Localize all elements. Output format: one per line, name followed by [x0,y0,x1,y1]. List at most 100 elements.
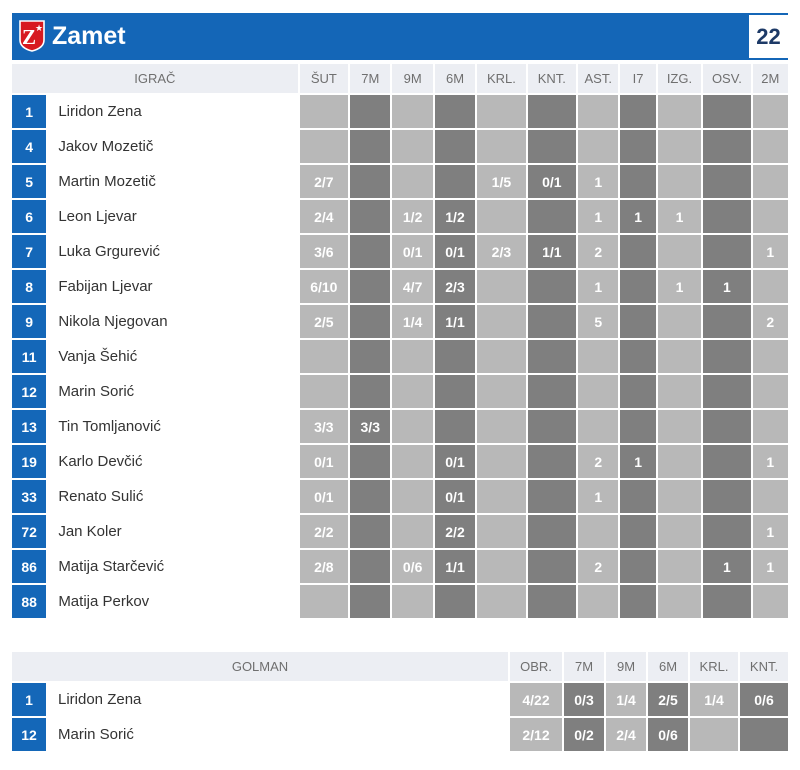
player-stat-cell: 1/5 [477,165,526,198]
player-row[interactable]: 72 Jan Koler 2/2 2/2 1 [12,515,788,548]
player-number: 4 [12,130,47,163]
player-stat-cell [527,515,577,548]
player-row[interactable]: 13 Tin Tomljanović 3/3 3/3 [12,410,788,443]
player-stat-cell [350,515,391,548]
player-stat-cell [578,410,619,443]
player-row[interactable]: 11 Vanja Šehić [12,340,788,373]
players-table: IGRAČ ŠUT 7M 9M 6M KRL. KNT. AST. I7 IZG. OSV. 2M 1… [10,62,790,620]
player-stat-cell: 1 [578,480,619,513]
player-col-header: 9M [392,64,433,93]
player-row[interactable]: 9 Nikola Njegovan 2/5 1/4 1/1 5 2 [12,305,788,338]
player-stat-cell [703,200,751,233]
player-stat-cell [657,480,702,513]
player-stat-cell [657,375,702,408]
player-name[interactable]: Renato Sulić [48,480,298,513]
player-row[interactable]: 5 Martin Mozetič 2/7 1/5 0/1 1 [12,165,788,198]
player-name[interactable]: Matija Starčević [48,550,298,583]
player-name[interactable]: Liridon Zena [48,95,298,128]
player-stat-cell: 1 [752,445,788,478]
player-name[interactable]: Fabijan Ljevar [48,270,298,303]
player-stat-cell: 0/1 [299,445,349,478]
player-stat-cell: 1 [657,200,702,233]
player-stat-cell [657,130,702,163]
player-number: 6 [12,200,47,233]
player-stat-cell: 6/10 [299,270,349,303]
player-stat-cell: 2 [578,235,619,268]
player-name[interactable]: Jakov Mozetič [48,130,298,163]
goalkeeper-row[interactable]: 1 Liridon Zena 4/22 0/3 1/4 2/5 1/4 0/6 [12,683,788,716]
player-stat-cell [477,515,526,548]
player-name[interactable]: Marin Sorić [48,375,298,408]
player-stat-cell: 0/6 [392,550,433,583]
player-stat-cell: 1 [703,550,751,583]
player-name[interactable]: Nikola Njegovan [48,305,298,338]
player-stat-cell: 0/1 [434,235,476,268]
team-score: 22 [746,15,788,58]
goalkeeper-stat-cell: 2/4 [606,718,646,751]
player-stat-cell: 2/3 [477,235,526,268]
player-stat-cell [350,130,391,163]
goalkeeper-name[interactable]: Marin Sorić [48,718,508,751]
player-stat-cell [657,585,702,618]
player-name[interactable]: Luka Grgurević [48,235,298,268]
player-stat-cell [477,270,526,303]
player-stat-cell: 2/8 [299,550,349,583]
player-stat-cell [620,480,656,513]
player-stat-cell: 1 [620,200,656,233]
player-number: 88 [12,585,47,618]
player-name[interactable]: Tin Tomljanović [48,410,298,443]
goalkeeper-col-header: KRL. [690,652,738,681]
player-stat-cell: 1/1 [434,550,476,583]
player-row[interactable]: 1 Liridon Zena [12,95,788,128]
player-row[interactable]: 7 Luka Grgurević 3/6 0/1 0/1 2/3 1/1 2 1 [12,235,788,268]
goalkeeper-row[interactable]: 12 Marin Sorić 2/12 0/2 2/4 0/6 [12,718,788,751]
player-row[interactable]: 4 Jakov Mozetič [12,130,788,163]
player-stat-cell [703,95,751,128]
player-row[interactable]: 6 Leon Ljevar 2/4 1/2 1/2 1 1 1 [12,200,788,233]
player-name[interactable]: Jan Koler [48,515,298,548]
goalkeeper-name[interactable]: Liridon Zena [48,683,508,716]
player-name[interactable]: Martin Mozetič [48,165,298,198]
player-stat-cell [527,550,577,583]
player-row[interactable]: 19 Karlo Devčić 0/1 0/1 2 1 1 [12,445,788,478]
player-number: 11 [12,340,47,373]
player-col-header: ŠUT [299,64,349,93]
player-stat-cell [578,340,619,373]
player-stat-cell [527,375,577,408]
goalkeeper-stat-cell: 0/6 [740,683,788,716]
club-logo-icon: Z ★ [19,20,45,52]
player-stat-cell [350,200,391,233]
player-stat-cell: 1 [657,270,702,303]
player-name[interactable]: Vanja Šehić [48,340,298,373]
player-stat-cell [703,130,751,163]
goalkeeper-col-header: KNT. [740,652,788,681]
goalkeeper-number: 12 [12,718,46,751]
player-row[interactable]: 86 Matija Starčević 2/8 0/6 1/1 2 1 1 [12,550,788,583]
player-row[interactable]: 33 Renato Sulić 0/1 0/1 1 [12,480,788,513]
player-stat-cell [620,270,656,303]
player-row[interactable]: 12 Marin Sorić [12,375,788,408]
player-stat-cell [657,550,702,583]
player-stat-cell [527,200,577,233]
player-name[interactable]: Karlo Devčić [48,445,298,478]
player-stat-cell [620,235,656,268]
player-row[interactable]: 8 Fabijan Ljevar 6/10 4/7 2/3 1 1 1 [12,270,788,303]
player-number: 33 [12,480,47,513]
player-row[interactable]: 88 Matija Perkov [12,585,788,618]
logo-letter: Z [22,25,36,49]
player-name[interactable]: Leon Ljevar [48,200,298,233]
player-stat-cell [657,445,702,478]
player-stat-cell [392,340,433,373]
player-stat-cell: 2 [752,305,788,338]
player-stat-cell [620,340,656,373]
player-stat-cell [527,270,577,303]
player-stat-cell [657,95,702,128]
player-stat-cell [620,130,656,163]
player-name[interactable]: Matija Perkov [48,585,298,618]
goalkeeper-stat-cell: 0/6 [648,718,688,751]
goalkeeper-stat-cell: 1/4 [690,683,738,716]
player-stat-cell: 1 [703,270,751,303]
player-stat-cell: 1/2 [434,200,476,233]
player-stat-cell: 0/1 [434,480,476,513]
player-stat-cell [477,340,526,373]
